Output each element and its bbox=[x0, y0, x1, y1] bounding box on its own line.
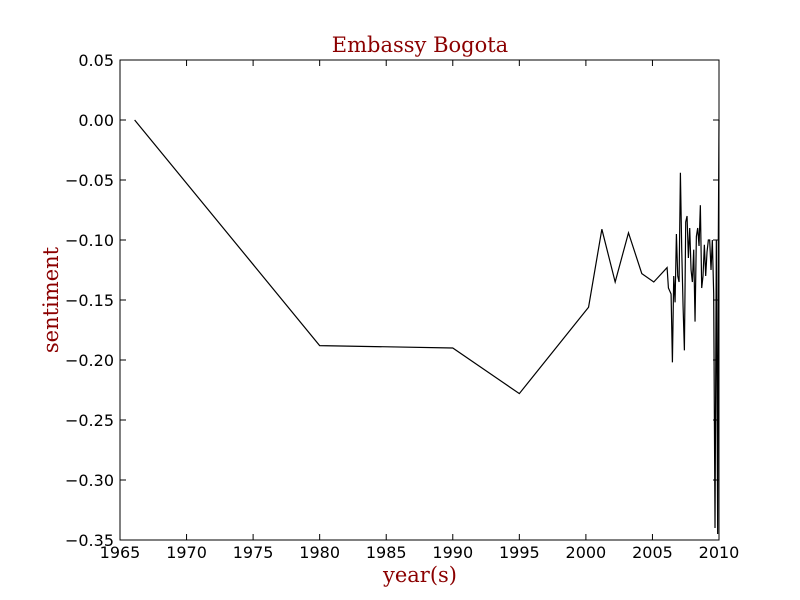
y-tick-label: 0.05 bbox=[78, 51, 114, 70]
y-tick-label: −0.05 bbox=[65, 171, 114, 190]
x-axis-ticks: 1965 1970 1975 1980 1985 1990 1995 2000 2005 2010 bbox=[100, 60, 740, 562]
x-tick-label: 1995 bbox=[499, 543, 540, 562]
y-tick-label: −0.30 bbox=[65, 471, 114, 490]
y-tick-label: −0.20 bbox=[65, 351, 114, 370]
y-axis-title: sentiment bbox=[39, 246, 63, 353]
y-axis-ticks: 0.05 0.00 −0.05 −0.10 −0.15 −0.20 −0.25 −0.30 −0… bbox=[65, 51, 719, 550]
x-tick-label: 1990 bbox=[432, 543, 473, 562]
series-line bbox=[134, 119, 720, 535]
x-tick-label: 1965 bbox=[100, 543, 141, 562]
plot-area bbox=[119, 59, 720, 541]
x-tick-label: 1975 bbox=[233, 543, 274, 562]
chart-title: Embassy Bogota bbox=[332, 33, 508, 57]
x-axis-title: year(s) bbox=[382, 563, 457, 587]
x-tick-label: 2010 bbox=[699, 543, 740, 562]
x-tick-label: 2000 bbox=[566, 543, 607, 562]
x-tick-label: 1985 bbox=[366, 543, 407, 562]
y-tick-label: −0.25 bbox=[65, 411, 114, 430]
x-tick-label: 2005 bbox=[632, 543, 673, 562]
y-tick-label: 0.00 bbox=[78, 111, 114, 130]
y-tick-label: −0.15 bbox=[65, 291, 114, 310]
y-tick-label: −0.35 bbox=[65, 531, 114, 550]
x-tick-label: 1970 bbox=[166, 543, 207, 562]
y-tick-label: −0.10 bbox=[65, 231, 114, 250]
x-tick-label: 1980 bbox=[299, 543, 340, 562]
